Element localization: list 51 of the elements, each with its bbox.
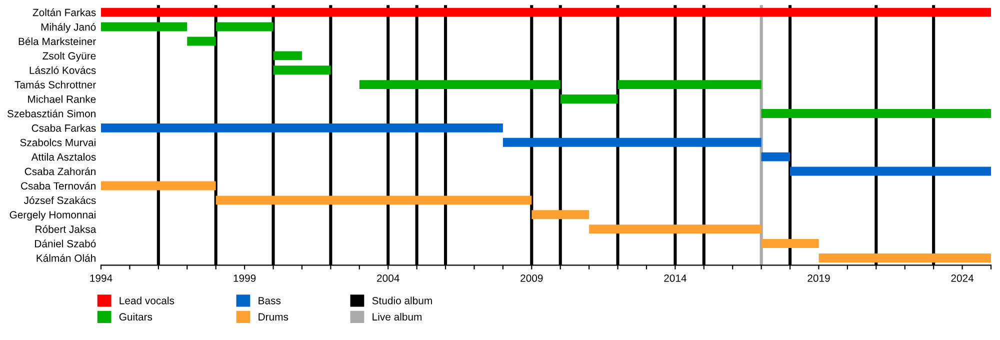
- y-tick-label: Csaba Ternován: [21, 182, 96, 190]
- bar: [216, 22, 274, 32]
- x-tick-label: 1994: [90, 274, 112, 282]
- bar: [761, 239, 819, 248]
- legend-label: Drums: [258, 313, 288, 321]
- legend-label: Lead vocals: [120, 296, 174, 304]
- x-tick-label: 2019: [808, 274, 830, 282]
- bar: [790, 166, 991, 176]
- bar: [101, 181, 216, 190]
- bar: [101, 22, 188, 32]
- bar: [818, 253, 991, 262]
- bar: [589, 224, 762, 234]
- legend-label: Bass: [258, 297, 281, 304]
- bar: [101, 8, 991, 17]
- bar: [101, 123, 503, 132]
- y-tick-label: Kálmán Oláh: [36, 254, 96, 262]
- bar: [216, 196, 532, 205]
- y-tick-label: Béla Marksteiner: [18, 37, 96, 46]
- y-tick-label: Csaba Farkas: [32, 124, 96, 132]
- y-tick-label: Zsolt Gyüre: [42, 52, 96, 62]
- legend-label: Studio album: [372, 296, 432, 304]
- y-tick-label: Csaba Zahorán: [24, 167, 96, 176]
- bar: [187, 36, 216, 46]
- x-tick-label: 1999: [234, 274, 256, 282]
- y-tick-label: Szabolcs Murvai: [20, 138, 96, 146]
- y-tick-label: Mihály Janó: [41, 22, 96, 33]
- bar: [502, 138, 762, 147]
- y-tick-label: Gergely Homonnai: [10, 210, 96, 221]
- legend-label: Guitars: [119, 312, 152, 321]
- y-tick-label: Zoltán Farkas: [32, 8, 96, 16]
- y-tick-label: Róbert Jaksa: [36, 225, 96, 233]
- bar: [273, 51, 302, 60]
- x-tick-label: 2004: [377, 274, 400, 282]
- bar: [532, 210, 590, 220]
- y-tick-label: Tamás Schrottner: [14, 80, 96, 88]
- x-tick-label: 2009: [520, 274, 543, 282]
- x-tick-label: 2024: [951, 274, 974, 282]
- y-tick-label: Michael Ranke: [28, 95, 96, 103]
- legend-label: Live album: [372, 312, 422, 321]
- bar: [359, 80, 560, 90]
- y-tick-label: Szebasztián Simon: [7, 110, 96, 118]
- x-tick-label: 2014: [664, 274, 686, 282]
- bar: [618, 80, 762, 90]
- y-tick-label: Attila Asztalos: [31, 153, 96, 161]
- bar: [560, 94, 618, 104]
- bar: [273, 66, 331, 75]
- bar: [761, 108, 991, 118]
- y-tick-label: László Kovács: [30, 66, 96, 74]
- bar: [761, 152, 790, 162]
- y-tick-label: József Szakács: [24, 196, 96, 204]
- y-tick-label: Dániel Szabó: [35, 240, 96, 248]
